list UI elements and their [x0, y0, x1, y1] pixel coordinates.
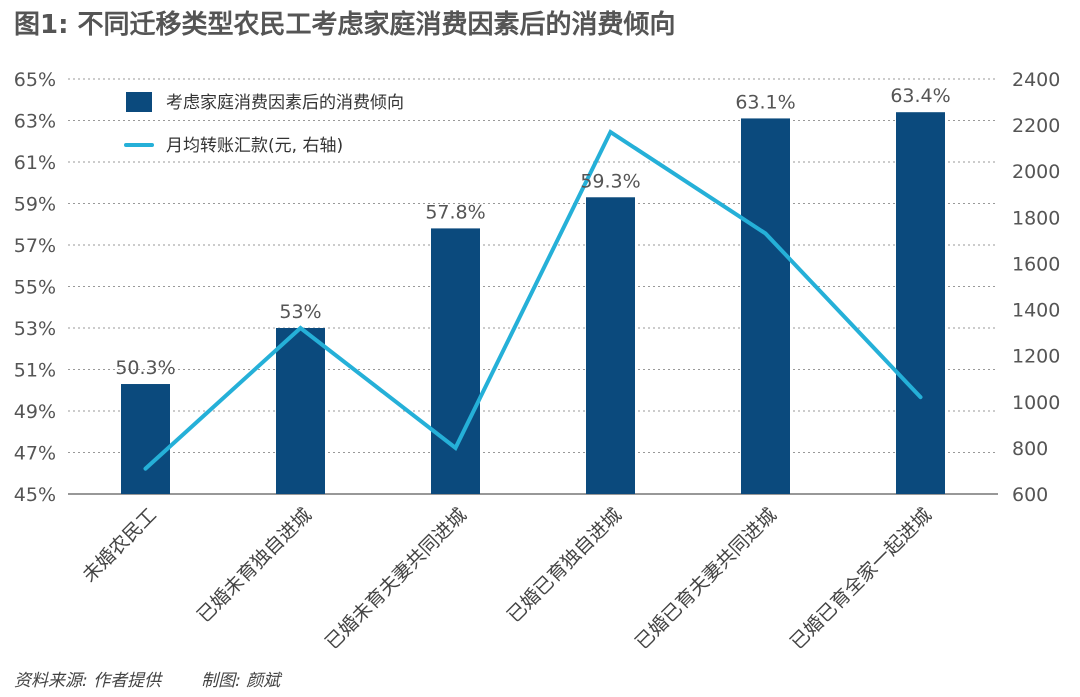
bar-series [121, 112, 945, 495]
credit-text: 制图: 颜斌 [201, 671, 281, 691]
right-tick-label: 2200 [1012, 115, 1060, 137]
right-tick-label: 600 [1012, 484, 1048, 506]
bar [896, 112, 945, 494]
left-tick-label: 57% [14, 235, 56, 257]
legend-bar-swatch [126, 92, 152, 112]
gridlines [68, 78, 998, 495]
category-label: 已婚已育夫妻共同进城 [631, 504, 781, 654]
bar-data-label: 59.3% [580, 170, 640, 192]
bar [741, 118, 790, 495]
left-tick-label: 45% [14, 484, 56, 506]
category-label: 未婚农民工 [78, 504, 161, 587]
left-tick-label: 51% [14, 360, 56, 382]
right-tick-label: 2400 [1012, 69, 1060, 91]
bar-data-label: 63.4% [890, 85, 950, 107]
legend: 考虑家庭消费因素后的消费倾向 月均转账汇款(元, 右轴) [124, 92, 404, 156]
left-tick-label: 53% [14, 318, 56, 340]
right-axis: 600 800 1000 1200 1400 1600 1800 2000 2200 2400 [1012, 69, 1060, 506]
left-tick-label: 65% [14, 69, 56, 91]
right-tick-label: 1200 [1012, 346, 1060, 368]
right-tick-label: 2000 [1012, 161, 1060, 183]
right-tick-label: 800 [1012, 438, 1048, 460]
bar-data-label: 63.1% [735, 91, 795, 113]
category-label: 已婚已育独自进城 [503, 504, 626, 627]
category-label: 已婚已育全家一起进城 [786, 504, 936, 654]
category-axis: 未婚农民工 已婚未育独自进城 已婚未育夫妻共同进城 已婚已育独自进城 已婚已育夫妻共同进… [78, 504, 936, 654]
left-tick-label: 47% [14, 443, 56, 465]
bar [431, 228, 480, 494]
bar-data-label: 53% [279, 301, 321, 323]
data-labels: 50.3% 53% 57.8% 59.3% 63.1% 63.4% [115, 85, 950, 379]
right-tick-label: 1600 [1012, 253, 1060, 275]
left-tick-label: 61% [14, 152, 56, 174]
source-note: 资料来源: 作者提供 制图: 颜斌 [14, 666, 280, 691]
line-series [143, 129, 923, 471]
chart-title: 图1: 不同迁移类型农民工考虑家庭消费因素后的消费倾向 [14, 10, 676, 40]
bar-data-label: 50.3% [115, 357, 175, 379]
left-axis: 45% 47% 49% 51% 53% 55% 57% 59% 61% 63% 65% [14, 69, 56, 506]
right-tick-label: 1400 [1012, 300, 1060, 322]
bar [276, 328, 325, 494]
bar [121, 384, 170, 494]
transfer-line [143, 129, 923, 471]
legend-bar-label: 考虑家庭消费因素后的消费倾向 [166, 93, 404, 113]
category-label: 已婚未育夫妻共同进城 [321, 504, 471, 654]
bar [586, 197, 635, 494]
bar-data-label: 57.8% [425, 201, 485, 223]
left-tick-label: 49% [14, 401, 56, 423]
left-tick-label: 55% [14, 277, 56, 299]
legend-line-label: 月均转账汇款(元, 右轴) [166, 136, 343, 156]
left-tick-label: 63% [14, 111, 56, 133]
category-label: 已婚未育独自进城 [193, 504, 316, 627]
source-text: 资料来源: 作者提供 [14, 671, 162, 691]
left-tick-label: 59% [14, 194, 56, 216]
right-tick-label: 1800 [1012, 207, 1060, 229]
right-tick-label: 1000 [1012, 392, 1060, 414]
